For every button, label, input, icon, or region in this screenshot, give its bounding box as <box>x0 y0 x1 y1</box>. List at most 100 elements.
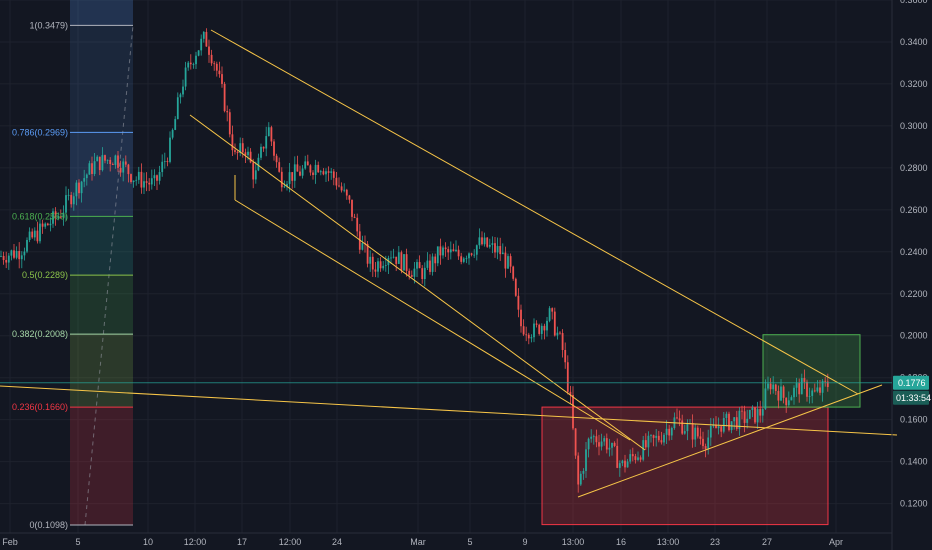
candle-body <box>431 256 434 272</box>
fib-level-label: 0.236(0.1660) <box>12 402 68 412</box>
candle-body <box>722 417 725 432</box>
candle-body <box>176 97 179 120</box>
y-tick-label: 0.2600 <box>900 205 928 215</box>
candle-body <box>150 178 153 185</box>
candle-body <box>205 31 208 47</box>
fib-level-label: 0.5(0.2289) <box>22 270 68 280</box>
x-tick-label: 13:00 <box>657 537 680 547</box>
candle-body <box>249 151 252 163</box>
candle-body <box>273 141 275 156</box>
candle-body <box>104 155 106 161</box>
y-tick-label: 0.3400 <box>900 37 928 47</box>
price-axis[interactable]: 0.12000.14000.16000.18000.20000.22000.24… <box>900 0 928 509</box>
fib-level-label: 0.786(0.2969) <box>12 127 68 137</box>
candle-body <box>195 55 197 65</box>
candle-body <box>501 252 504 255</box>
candle-body <box>124 161 127 165</box>
countdown-tag <box>893 390 929 405</box>
candle-body <box>223 83 226 112</box>
candle-body <box>39 223 41 242</box>
candle-body <box>98 156 101 171</box>
candle-body <box>174 119 177 130</box>
candle-body <box>26 239 28 252</box>
candle-body <box>538 324 541 334</box>
candle-body <box>270 127 273 142</box>
candle-body <box>33 230 36 238</box>
candle-body <box>410 275 413 277</box>
candle-body <box>460 256 463 262</box>
fib-retracement-levels: 1(0.3479) 0.786(0.2969) 0.618(0.2569) 0.5(0… <box>12 20 134 530</box>
candle-body <box>631 454 634 457</box>
candles-layer <box>0 28 829 493</box>
fib-band-fill <box>70 132 133 217</box>
candle-body <box>543 325 546 331</box>
fib-level-label: 0.618(0.2569) <box>12 211 68 221</box>
candle-body <box>743 411 746 423</box>
candle-body <box>421 268 424 279</box>
candle-body <box>702 438 704 447</box>
candle-body <box>530 337 533 339</box>
candle-body <box>660 440 663 443</box>
candle-body <box>293 164 296 181</box>
candle-body <box>184 67 187 87</box>
candle-body <box>780 386 782 401</box>
fib-band-fill <box>70 275 133 335</box>
candle-body <box>488 244 491 247</box>
candle-body <box>577 455 580 485</box>
candle-body <box>96 156 99 162</box>
candle-body <box>566 362 569 392</box>
candle-body <box>626 461 629 468</box>
candle-body <box>59 216 62 218</box>
candle-body <box>504 252 507 269</box>
x-tick-label: 5 <box>467 537 472 547</box>
candle-body <box>345 189 348 196</box>
candle-body <box>202 31 205 39</box>
candle-body <box>686 423 689 432</box>
candle-body <box>312 172 314 175</box>
candle-body <box>683 431 686 434</box>
candle-body <box>491 243 494 245</box>
current-price-tag <box>893 375 929 390</box>
fib-extension-fill <box>70 0 133 26</box>
candle-body <box>657 435 660 441</box>
candle-body <box>699 436 702 439</box>
x-tick-label: 12:00 <box>279 537 302 547</box>
candle-body <box>280 171 283 188</box>
candle-body <box>244 152 247 156</box>
y-tick-label: 0.2800 <box>900 163 928 173</box>
candle-body <box>717 426 720 429</box>
candle-body <box>634 456 637 460</box>
candle-body <box>332 171 335 178</box>
countdown-label: 01:33:54 <box>896 393 931 403</box>
candle-body <box>187 62 190 68</box>
candle-body <box>140 171 143 188</box>
candle-body <box>691 423 694 440</box>
candle-body <box>267 127 270 137</box>
time-axis[interactable]: Feb 5 10 12:00 17 12:00 24 Mar 5 9 13:00 16 13:00 23 2… <box>2 537 843 547</box>
candle-body <box>535 323 538 325</box>
candle-body <box>127 164 130 175</box>
candle-body <box>213 63 216 65</box>
candle-body <box>236 151 239 154</box>
candle-body <box>299 171 301 176</box>
candle-body <box>85 174 88 179</box>
candle-body <box>67 194 70 196</box>
candle-body <box>189 62 192 65</box>
candle-body <box>444 247 447 250</box>
candle-body <box>559 332 561 334</box>
candle-body <box>793 387 795 398</box>
trendline <box>189 114 646 451</box>
candle-body <box>772 384 775 390</box>
candle-body <box>520 309 522 327</box>
candle-body <box>13 250 15 258</box>
candle-body <box>447 249 450 253</box>
candle-body <box>283 186 286 188</box>
candle-body <box>681 420 684 434</box>
candle-body <box>800 378 803 395</box>
candle-body <box>408 270 411 276</box>
candle-body <box>738 410 741 429</box>
candle-body <box>111 163 114 165</box>
candle-body <box>790 397 793 401</box>
candle-body <box>161 161 164 173</box>
